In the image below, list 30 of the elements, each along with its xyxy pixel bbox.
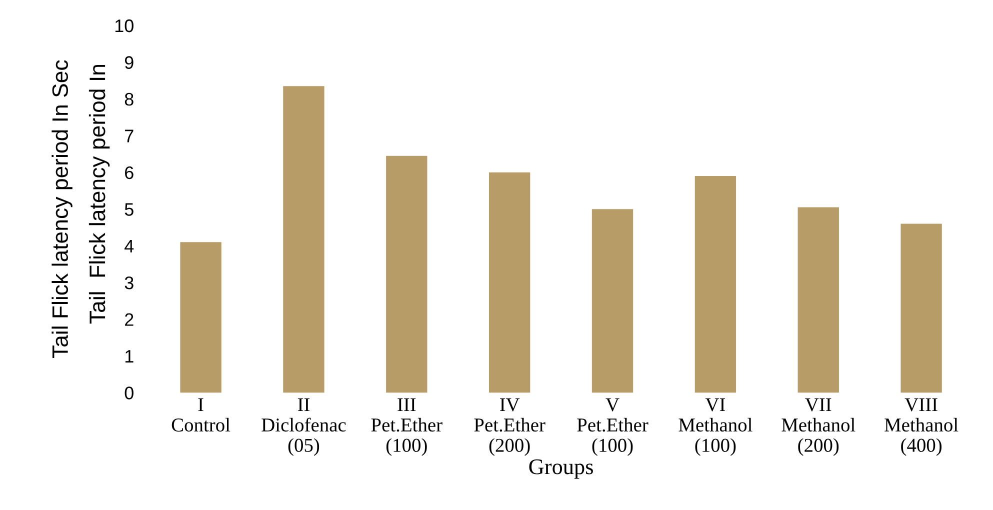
x-axis-title: Groups: [529, 459, 593, 479]
bar: [900, 224, 942, 393]
bar: [694, 176, 736, 393]
y-tick-label: 4: [124, 240, 134, 252]
x-tick-label: II Diclofenac (05): [262, 398, 346, 456]
y-tick-label: 7: [125, 130, 134, 142]
x-tick-label: VII Methanol (200): [782, 398, 856, 456]
x-tick-label: VI Methanol (100): [678, 398, 752, 456]
x-tick-label: III Pet.Ether (100): [371, 398, 442, 456]
bar: [283, 86, 324, 393]
x-tick-label: V Pet.Ether (100): [577, 398, 648, 456]
y-tick-label: 3: [124, 276, 134, 290]
y-tick-label: 6: [125, 166, 134, 180]
y-tick-label: 9: [124, 56, 134, 69]
bar: [592, 209, 634, 393]
y-tick-label: 10: [115, 19, 134, 32]
bar: [488, 172, 530, 393]
x-tick-label: IV Pet.Ether (200): [474, 398, 546, 456]
x-tick-label: VIII Methanol (400): [884, 398, 958, 456]
y-tick-label: 0: [124, 386, 134, 400]
x-tick-label: I Control: [172, 398, 230, 432]
bar: [798, 207, 839, 393]
y-tick-label: 5: [124, 203, 134, 216]
bar: [386, 156, 428, 393]
y-tick-label: 2: [125, 313, 134, 326]
y-tick-label: 8: [124, 92, 134, 106]
y-tick-label: 1: [125, 350, 134, 363]
y-axis-title: Tail Flick latency period In Sec: [52, 60, 72, 358]
text: Tail Flick latency period In: [88, 64, 110, 324]
bar: [180, 242, 222, 393]
